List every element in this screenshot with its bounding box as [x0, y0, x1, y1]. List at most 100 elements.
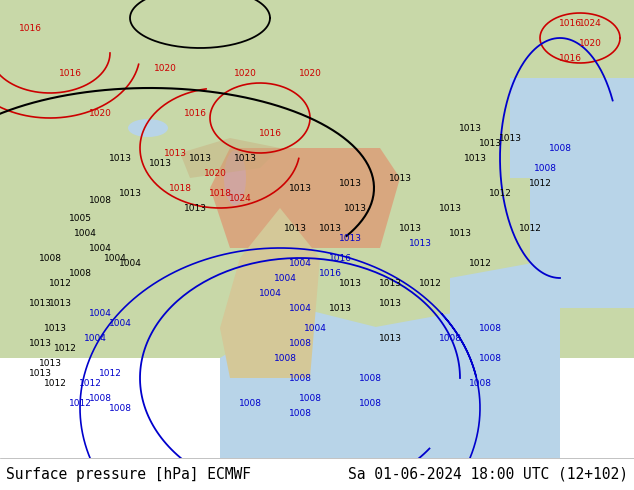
Polygon shape — [530, 0, 634, 308]
Text: 1013: 1013 — [318, 223, 342, 232]
Text: 1016: 1016 — [318, 269, 342, 277]
Text: 1013: 1013 — [389, 173, 411, 182]
Text: 1024: 1024 — [229, 194, 251, 202]
Text: 1008: 1008 — [288, 339, 311, 347]
Text: 1013: 1013 — [148, 158, 172, 168]
Text: 1004: 1004 — [288, 303, 311, 313]
Text: 1016: 1016 — [328, 253, 351, 263]
Text: 1016: 1016 — [259, 128, 281, 138]
Text: Sa 01-06-2024 18:00 UTC (12+102): Sa 01-06-2024 18:00 UTC (12+102) — [347, 466, 628, 482]
Text: 1020: 1020 — [204, 169, 226, 177]
Text: Surface pressure [hPa] ECMWF: Surface pressure [hPa] ECMWF — [6, 466, 251, 482]
Polygon shape — [180, 138, 280, 178]
Text: 1004: 1004 — [89, 309, 112, 318]
Text: 1013: 1013 — [463, 153, 486, 163]
Text: 1013: 1013 — [339, 178, 361, 188]
Text: 1013: 1013 — [108, 153, 131, 163]
Text: 1008: 1008 — [68, 269, 91, 277]
Text: 1013: 1013 — [339, 234, 361, 243]
FancyBboxPatch shape — [0, 0, 634, 358]
Text: 1008: 1008 — [548, 144, 571, 152]
Text: 1013: 1013 — [164, 148, 186, 157]
Text: 1020: 1020 — [153, 64, 176, 73]
Text: 1008: 1008 — [238, 398, 261, 408]
Polygon shape — [0, 0, 634, 78]
Text: 1013: 1013 — [48, 298, 72, 308]
Text: 1016: 1016 — [18, 24, 41, 32]
Text: 1013: 1013 — [283, 223, 306, 232]
Text: 1012: 1012 — [44, 378, 67, 388]
Text: 1013: 1013 — [378, 278, 401, 288]
Text: 1012: 1012 — [418, 278, 441, 288]
Ellipse shape — [128, 119, 168, 137]
Text: 1013: 1013 — [378, 334, 401, 343]
Text: 1008: 1008 — [358, 398, 382, 408]
Ellipse shape — [224, 150, 246, 205]
Text: 1013: 1013 — [399, 223, 422, 232]
Text: 1018: 1018 — [169, 183, 191, 193]
Text: 1008: 1008 — [479, 353, 501, 363]
Text: 1004: 1004 — [119, 259, 141, 268]
Text: 1013: 1013 — [183, 203, 207, 213]
Text: 1013: 1013 — [288, 183, 311, 193]
Text: 1004: 1004 — [304, 323, 327, 333]
Text: 1016: 1016 — [559, 19, 581, 27]
Text: 1013: 1013 — [29, 298, 51, 308]
Polygon shape — [370, 308, 480, 458]
Text: 1024: 1024 — [579, 19, 602, 27]
Text: 1004: 1004 — [259, 289, 281, 297]
Text: 1008: 1008 — [469, 378, 491, 388]
Text: 1013: 1013 — [29, 368, 51, 377]
Text: 1013: 1013 — [408, 239, 432, 247]
Text: 1013: 1013 — [29, 339, 51, 347]
Text: 1018: 1018 — [209, 189, 231, 197]
Text: 1020: 1020 — [579, 39, 602, 48]
Text: 1004: 1004 — [288, 259, 311, 268]
Text: 1013: 1013 — [339, 278, 361, 288]
Polygon shape — [510, 78, 580, 178]
Text: 1004: 1004 — [89, 244, 112, 252]
Text: 1008: 1008 — [108, 403, 131, 413]
Text: 1008: 1008 — [288, 373, 311, 383]
Text: 1016: 1016 — [58, 69, 82, 77]
Text: 1020: 1020 — [89, 108, 112, 118]
Text: 1008: 1008 — [273, 353, 297, 363]
Text: 1004: 1004 — [84, 334, 107, 343]
Text: 1013: 1013 — [439, 203, 462, 213]
Polygon shape — [210, 148, 400, 248]
Polygon shape — [220, 208, 320, 378]
Text: 1016: 1016 — [183, 108, 207, 118]
Text: 1013: 1013 — [378, 298, 401, 308]
Text: 1012: 1012 — [529, 178, 552, 188]
Text: 1013: 1013 — [344, 203, 366, 213]
Polygon shape — [0, 0, 250, 58]
Text: 1008: 1008 — [89, 196, 112, 204]
Text: 1004: 1004 — [273, 273, 297, 283]
Text: 1013: 1013 — [498, 133, 522, 143]
Text: 1013: 1013 — [188, 153, 212, 163]
Text: 1012: 1012 — [489, 189, 512, 197]
Text: 1012: 1012 — [469, 259, 491, 268]
Text: 1008: 1008 — [89, 393, 112, 402]
Text: 1012: 1012 — [519, 223, 541, 232]
Text: 1013: 1013 — [328, 303, 351, 313]
Text: 1008: 1008 — [39, 253, 61, 263]
Text: 1004: 1004 — [108, 318, 131, 327]
Text: 1013: 1013 — [458, 123, 481, 132]
Text: 1012: 1012 — [53, 343, 77, 352]
Text: 1013: 1013 — [479, 139, 501, 147]
Text: 1013: 1013 — [448, 228, 472, 238]
Text: 1013: 1013 — [39, 359, 61, 368]
Text: 1016: 1016 — [559, 53, 581, 63]
Text: 1008: 1008 — [299, 393, 321, 402]
Text: 1013: 1013 — [44, 323, 67, 333]
Text: 1008: 1008 — [358, 373, 382, 383]
Text: 1012: 1012 — [49, 278, 72, 288]
Polygon shape — [220, 308, 420, 458]
Text: 1012: 1012 — [68, 398, 91, 408]
Text: 1020: 1020 — [299, 69, 321, 77]
Bar — [0, 0, 634, 78]
Text: 1012: 1012 — [98, 368, 122, 377]
Text: 1013: 1013 — [119, 189, 141, 197]
Text: 1013: 1013 — [233, 153, 257, 163]
